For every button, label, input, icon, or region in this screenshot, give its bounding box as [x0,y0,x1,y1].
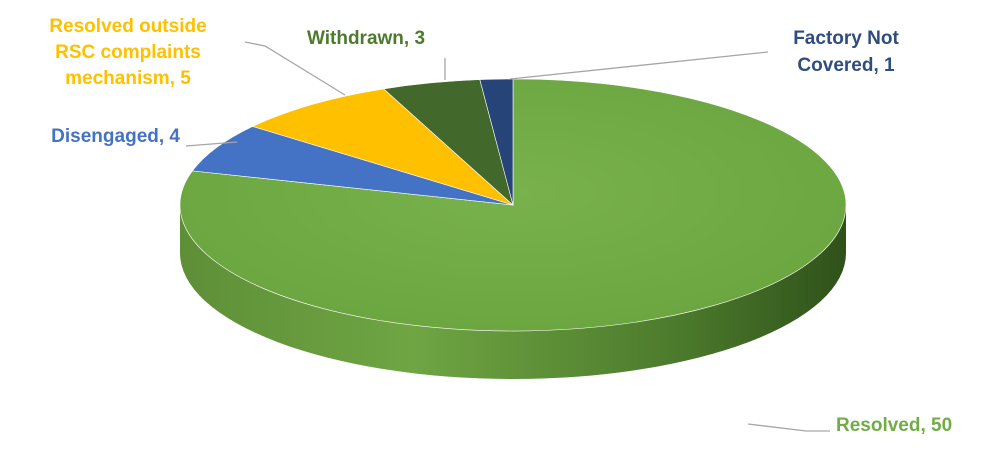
data-label-line: Covered, 1 [797,55,895,76]
data-label-line: Factory Not [793,28,899,49]
leader-line [747,423,830,432]
pie-side-wall-shape [180,205,846,379]
data-label-line: Resolved, 50 [836,415,952,436]
leader-line [509,51,769,80]
data-label: Withdrawn, 3 [307,28,425,49]
leader-lines [185,41,830,432]
data-label: Disengaged, 4 [51,126,180,147]
data-label-line: Resolved outside [49,16,206,37]
data-labels: Resolved, 50 Disengaged, 4 Resolved outsid… [49,16,952,436]
pie-slice-resolved-outside-rsc-complaints-mechanism [251,88,514,206]
data-label-line: Disengaged, 4 [51,126,180,147]
pie-slice-resolved [179,78,847,332]
pie-side-wall [180,205,846,379]
leader-line [244,41,346,96]
data-label: Factory Not Covered, 1 [793,28,899,76]
data-label-line: mechanism, 5 [65,68,191,89]
data-label: Resolved outside RSC complaints mechanism,… [49,16,206,89]
data-label: Resolved, 50 [836,415,952,436]
data-label-line: Withdrawn, 3 [307,28,425,49]
pie-top-face [179,78,847,332]
leader-line [185,141,238,147]
pie-slice-disengaged [191,126,514,206]
data-label-line: RSC complaints [55,42,201,63]
